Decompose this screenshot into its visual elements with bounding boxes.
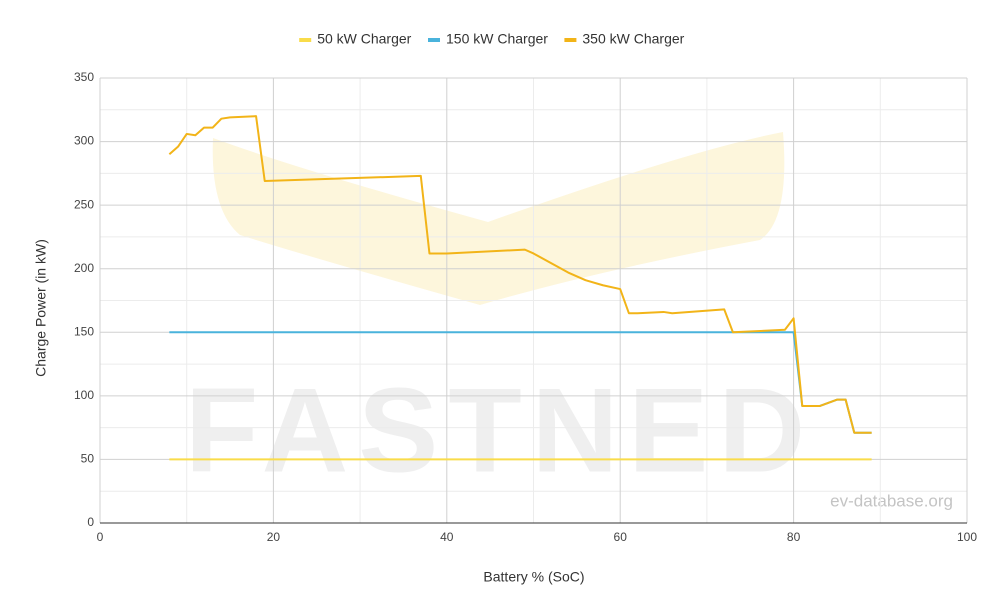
x-axis-title: Battery % (SoC) (483, 569, 584, 585)
y-tick-label: 150 (74, 324, 94, 338)
legend-swatch (299, 38, 312, 42)
watermark-logo (212, 132, 785, 305)
legend-label: 50 kW Charger (317, 31, 411, 47)
legend-label: 350 kW Charger (582, 31, 684, 47)
legend-swatch (428, 38, 440, 42)
x-tick-label: 20 (267, 530, 281, 544)
legend-label: 150 kW Charger (446, 31, 548, 47)
credit: ev-database.org (830, 491, 953, 510)
y-tick-label: 0 (87, 515, 94, 529)
x-tick-label: 80 (787, 530, 801, 544)
x-tick-label: 40 (440, 530, 454, 544)
watermark-text: FASTNED (185, 364, 815, 498)
y-tick-label: 50 (81, 452, 95, 466)
series-line (168, 115, 872, 434)
y-axis-title: Charge Power (in kW) (33, 239, 49, 377)
y-tick-label: 350 (74, 70, 94, 84)
x-tick-label: 60 (614, 530, 628, 544)
legend-swatch (564, 38, 577, 42)
x-tick-label: 100 (957, 530, 977, 544)
y-tick-label: 200 (74, 261, 94, 275)
y-tick-label: 300 (74, 134, 94, 148)
x-tick-label: 0 (97, 530, 104, 544)
y-tick-label: 250 (74, 197, 94, 211)
y-tick-label: 100 (74, 388, 94, 402)
